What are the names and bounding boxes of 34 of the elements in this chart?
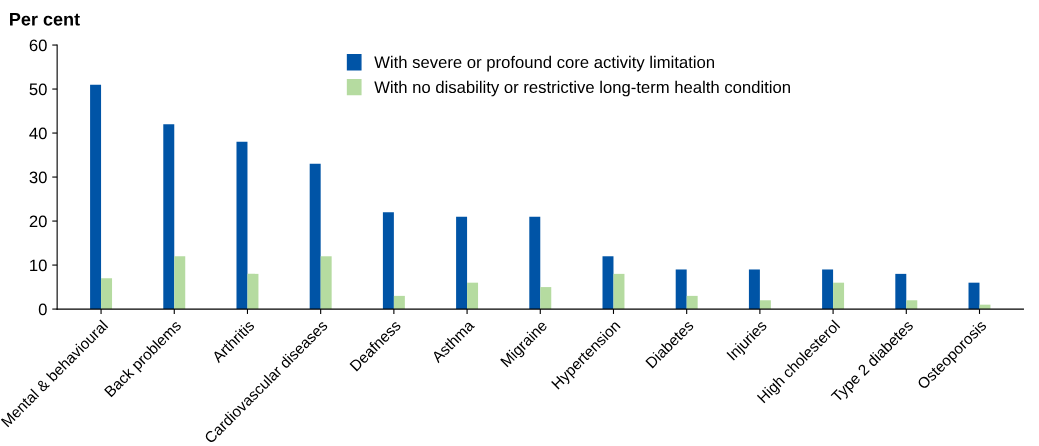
bar [895, 273, 907, 310]
bar [382, 212, 394, 310]
bar [833, 282, 845, 310]
bar [748, 269, 760, 310]
bar [163, 124, 175, 310]
bar [320, 256, 332, 310]
bar [90, 84, 102, 310]
bar [759, 300, 771, 310]
y-tick-label: 0 [38, 303, 47, 316]
y-tick-label: 10 [30, 259, 47, 272]
y-tick-label: 30 [29, 171, 47, 184]
bar [101, 278, 113, 310]
bar [247, 273, 259, 310]
bar [602, 256, 614, 310]
bar [393, 295, 405, 310]
y-tick-label: 40 [29, 127, 47, 140]
bar [540, 287, 552, 310]
legend-label: With severe or profound core activity limitation [374, 55, 714, 72]
bar [613, 273, 625, 310]
y-tick-label: 60 [29, 39, 47, 52]
bar [309, 163, 321, 310]
y-tick-label: 50 [29, 83, 47, 96]
legend-label: With no disability or restrictive long-term health condition [374, 80, 790, 97]
bar [529, 216, 541, 310]
bar [236, 141, 248, 310]
bar [686, 295, 698, 310]
bar [174, 256, 186, 310]
bar [822, 269, 834, 310]
bar [456, 216, 468, 310]
bar [675, 269, 687, 310]
bar [906, 300, 918, 310]
bar [467, 282, 479, 310]
y-axis-title: Per cent [10, 13, 80, 26]
y-tick-label: 20 [29, 215, 47, 228]
